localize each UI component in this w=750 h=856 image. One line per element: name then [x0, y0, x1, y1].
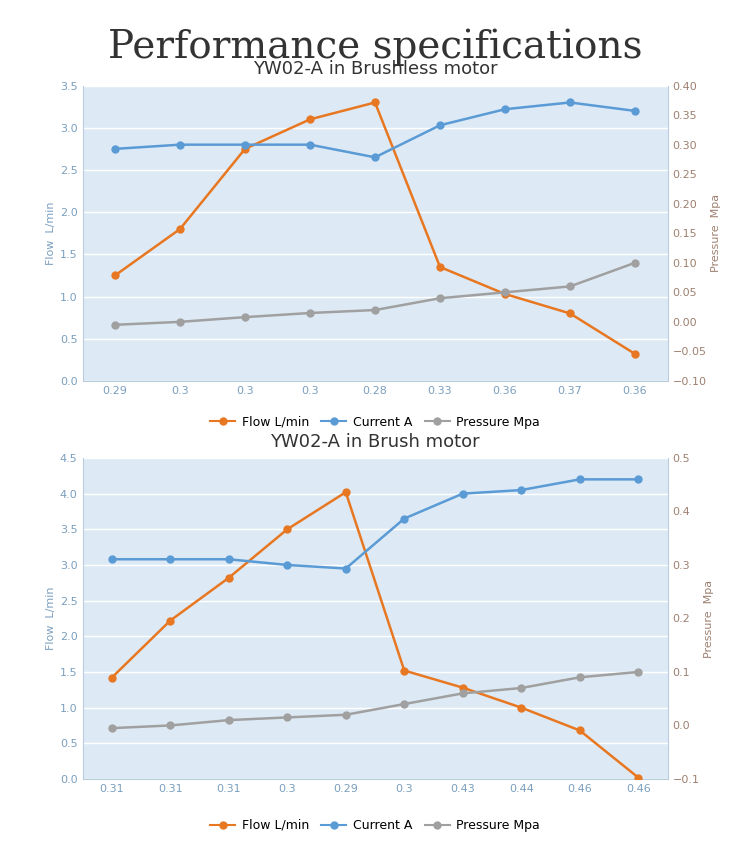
Text: Performance specifications: Performance specifications: [108, 28, 642, 66]
Legend: Flow L/min, Current A, Pressure Mpa: Flow L/min, Current A, Pressure Mpa: [206, 411, 544, 434]
Y-axis label: Flow  L/min: Flow L/min: [46, 586, 56, 651]
Legend: Flow L/min, Current A, Pressure Mpa: Flow L/min, Current A, Pressure Mpa: [206, 814, 544, 837]
Title: YW02-A in Brush motor: YW02-A in Brush motor: [270, 433, 480, 451]
Title: YW02-A in Brushless motor: YW02-A in Brushless motor: [253, 61, 497, 79]
Y-axis label: Pressure  Mpa: Pressure Mpa: [710, 194, 721, 272]
Y-axis label: Flow  L/min: Flow L/min: [46, 201, 56, 265]
Y-axis label: Pressure  Mpa: Pressure Mpa: [704, 580, 713, 657]
